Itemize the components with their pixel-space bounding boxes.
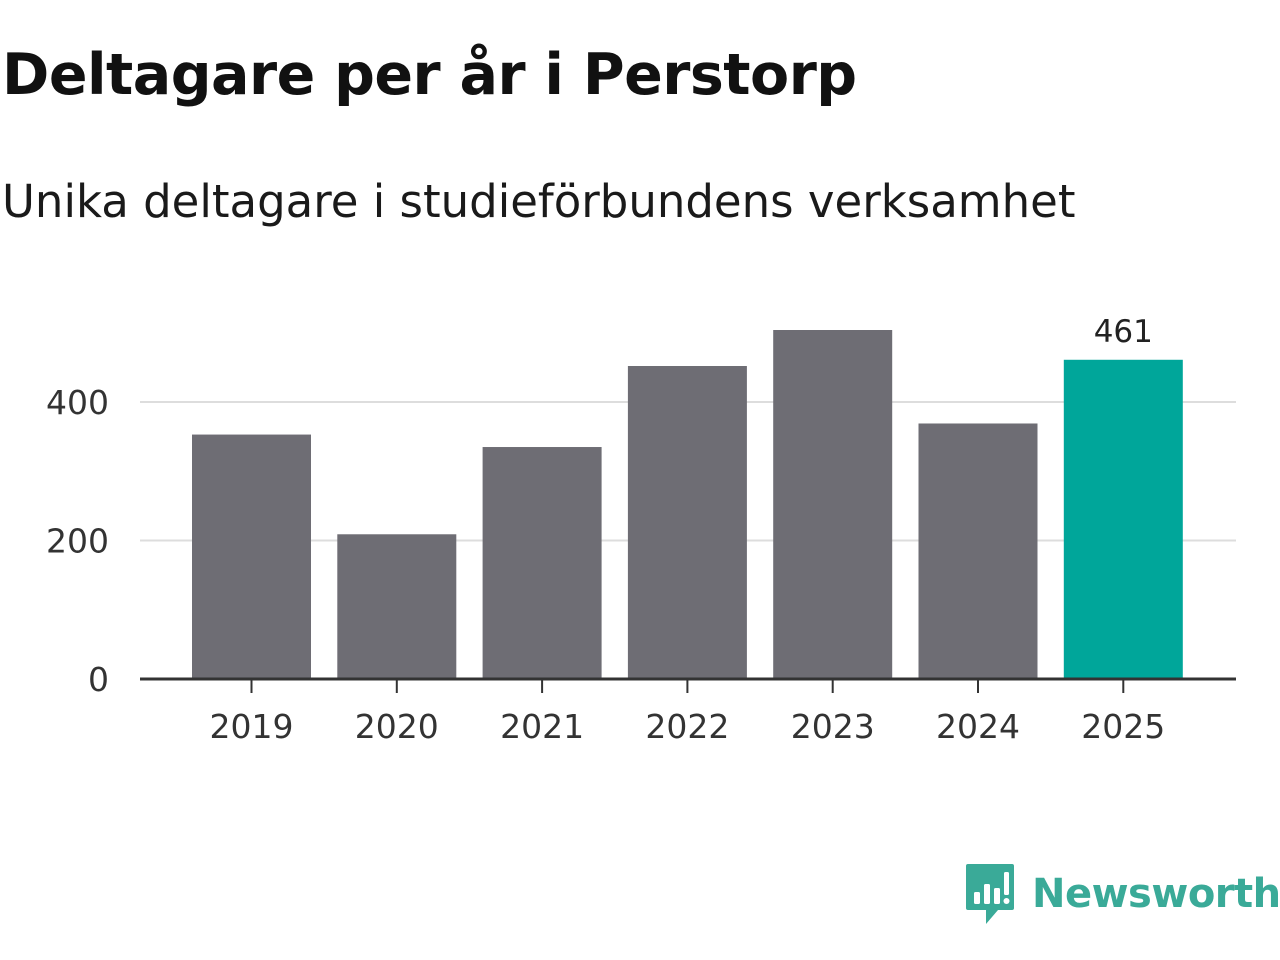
data-label-2025: 461	[1094, 314, 1153, 350]
x-tick-label-2021: 2021	[500, 707, 584, 746]
x-tick-label-2024: 2024	[936, 707, 1020, 746]
chart-title: Deltagare per år i Perstorp	[2, 42, 857, 108]
y-tick-label-200: 200	[46, 522, 109, 561]
labels: 0 200 400 2019 2020 2021 2022 2023 2024 2025 461	[46, 314, 1165, 746]
x-tick-label-2023: 2023	[791, 707, 875, 746]
bar-2025	[1063, 359, 1183, 679]
y-tick-label-0: 0	[88, 660, 109, 699]
brand-name: Newsworthy	[1032, 871, 1280, 917]
y-tick-label-400: 400	[46, 383, 109, 422]
x-tick-label-2025: 2025	[1081, 707, 1165, 746]
bar-2019	[192, 434, 311, 679]
bar-2020	[337, 534, 457, 679]
bar-2021	[482, 447, 602, 679]
newsworthy-logo-icon	[966, 864, 1014, 924]
x-tick-label-2022: 2022	[645, 707, 729, 746]
x-axis	[140, 677, 1236, 693]
bars	[192, 330, 1183, 679]
x-tick-label-2019: 2019	[210, 707, 294, 746]
chart-subtitle: Unika deltagare i studieförbundens verks…	[2, 175, 1076, 228]
bar-2023	[773, 330, 893, 679]
x-tick-label-2020: 2020	[355, 707, 439, 746]
bar-2024	[918, 423, 1038, 679]
brand-logo: Newsworthy	[964, 862, 1280, 926]
bar-2022	[627, 366, 747, 679]
